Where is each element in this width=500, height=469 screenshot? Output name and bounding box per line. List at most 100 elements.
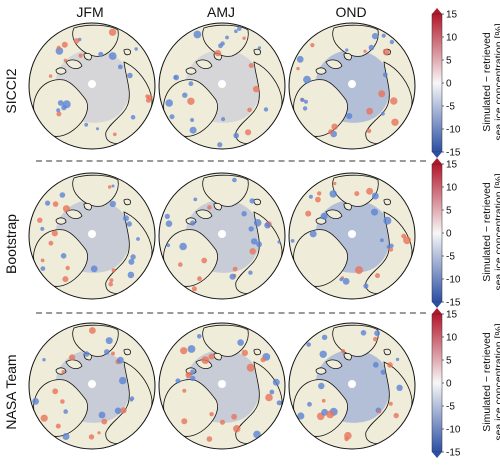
difference-speckle — [310, 43, 315, 48]
difference-speckle — [380, 238, 384, 243]
colorbar-tick-label: -15 — [446, 448, 461, 459]
difference-speckle — [355, 266, 363, 275]
colorbar-extend-min — [432, 302, 442, 308]
difference-speckle — [182, 388, 187, 393]
difference-speckle — [260, 357, 266, 363]
difference-speckle — [371, 192, 379, 200]
difference-speckle — [127, 271, 135, 279]
colorbar-tick-label: 15 — [446, 10, 458, 21]
polar-map-sicci2-amj — [158, 22, 286, 150]
pole-hole — [88, 380, 96, 388]
difference-speckle — [59, 192, 66, 198]
difference-speckle — [61, 370, 66, 374]
difference-speckle — [326, 410, 335, 419]
difference-speckle — [391, 118, 399, 127]
difference-speckle — [114, 407, 122, 415]
colorbar-extend-max — [432, 8, 442, 14]
landmass-5 — [343, 353, 352, 361]
polar-map-nasa-team-amj — [158, 322, 286, 450]
difference-speckle — [111, 184, 115, 188]
difference-speckle — [253, 219, 262, 227]
polar-map-bootstrap-amj — [158, 172, 286, 300]
difference-speckle — [251, 238, 258, 245]
colorbar-tick-label: -5 — [446, 252, 455, 263]
difference-speckle — [257, 46, 262, 50]
difference-speckle — [201, 257, 208, 264]
pole-hole — [88, 80, 96, 88]
difference-speckle — [309, 230, 317, 238]
difference-speckle — [360, 330, 367, 336]
difference-speckle — [363, 283, 369, 289]
landmass-2 — [105, 211, 153, 294]
landmass-6 — [253, 348, 261, 356]
difference-speckle — [248, 63, 254, 68]
colorbar-label-line1: Simulated − retrieved — [481, 32, 493, 132]
landmass-5 — [343, 53, 352, 61]
difference-speckle — [232, 266, 238, 272]
colorbar-tick-label: 0 — [446, 379, 452, 390]
difference-speckle — [229, 273, 236, 280]
difference-speckle — [374, 330, 380, 337]
colorbar-label-bootstrap: Simulated − retrieved sea ice concentrati… — [481, 157, 500, 307]
landmass-4 — [185, 67, 197, 75]
difference-speckle — [88, 434, 95, 440]
column-title-ond: OND — [335, 4, 367, 20]
difference-speckle — [317, 191, 322, 196]
difference-speckle — [247, 107, 252, 113]
difference-speckle — [303, 75, 311, 84]
difference-speckle — [220, 419, 225, 425]
difference-speckle — [346, 113, 353, 120]
colorbar-tick-label: -15 — [446, 298, 461, 309]
difference-speckle — [297, 412, 305, 420]
difference-speckle — [180, 347, 188, 355]
difference-speckle — [333, 181, 337, 186]
difference-speckle — [395, 357, 400, 362]
difference-speckle — [387, 362, 393, 368]
difference-speckle — [169, 114, 175, 120]
difference-speckle — [253, 430, 261, 439]
difference-speckle — [173, 74, 180, 81]
difference-speckle — [193, 197, 198, 202]
difference-speckle — [373, 336, 378, 342]
difference-speckle — [296, 66, 300, 71]
difference-speckle — [302, 106, 308, 111]
difference-speckle — [378, 90, 386, 98]
difference-speckle — [45, 200, 51, 206]
difference-speckle — [315, 196, 321, 203]
difference-speckle — [130, 254, 136, 260]
landmass-4 — [55, 217, 67, 225]
difference-speckle — [354, 191, 360, 197]
difference-speckle — [89, 327, 96, 334]
difference-speckle — [382, 72, 388, 78]
landmass-2 — [105, 361, 153, 444]
difference-speckle — [341, 349, 346, 354]
row-divider-2 — [36, 312, 426, 314]
difference-speckle — [209, 412, 214, 417]
difference-speckle — [175, 378, 181, 384]
landmass-3 — [65, 59, 83, 70]
difference-speckle — [383, 216, 392, 225]
difference-speckle — [52, 201, 59, 207]
landmass-4 — [55, 67, 67, 75]
difference-speckle — [90, 265, 98, 273]
map-border — [288, 22, 416, 150]
difference-speckle — [269, 389, 275, 395]
difference-speckle — [305, 210, 312, 217]
row-label-bootstrap: Bootstrap — [3, 214, 19, 274]
difference-speckle — [129, 398, 133, 402]
colorbar-extend-max — [432, 158, 442, 164]
difference-speckle — [296, 55, 304, 63]
polar-map-nasa-team-ond — [288, 322, 416, 450]
difference-speckle — [304, 99, 308, 104]
difference-speckle — [390, 97, 398, 105]
difference-speckle — [190, 220, 196, 226]
difference-speckle — [371, 32, 379, 40]
landmass-1 — [332, 174, 379, 207]
map-border — [28, 172, 156, 300]
difference-speckle — [328, 129, 334, 135]
difference-speckle — [128, 258, 135, 265]
difference-speckle — [277, 240, 281, 244]
difference-speckle — [56, 111, 62, 117]
difference-speckle — [105, 337, 113, 345]
difference-speckle — [127, 72, 133, 79]
